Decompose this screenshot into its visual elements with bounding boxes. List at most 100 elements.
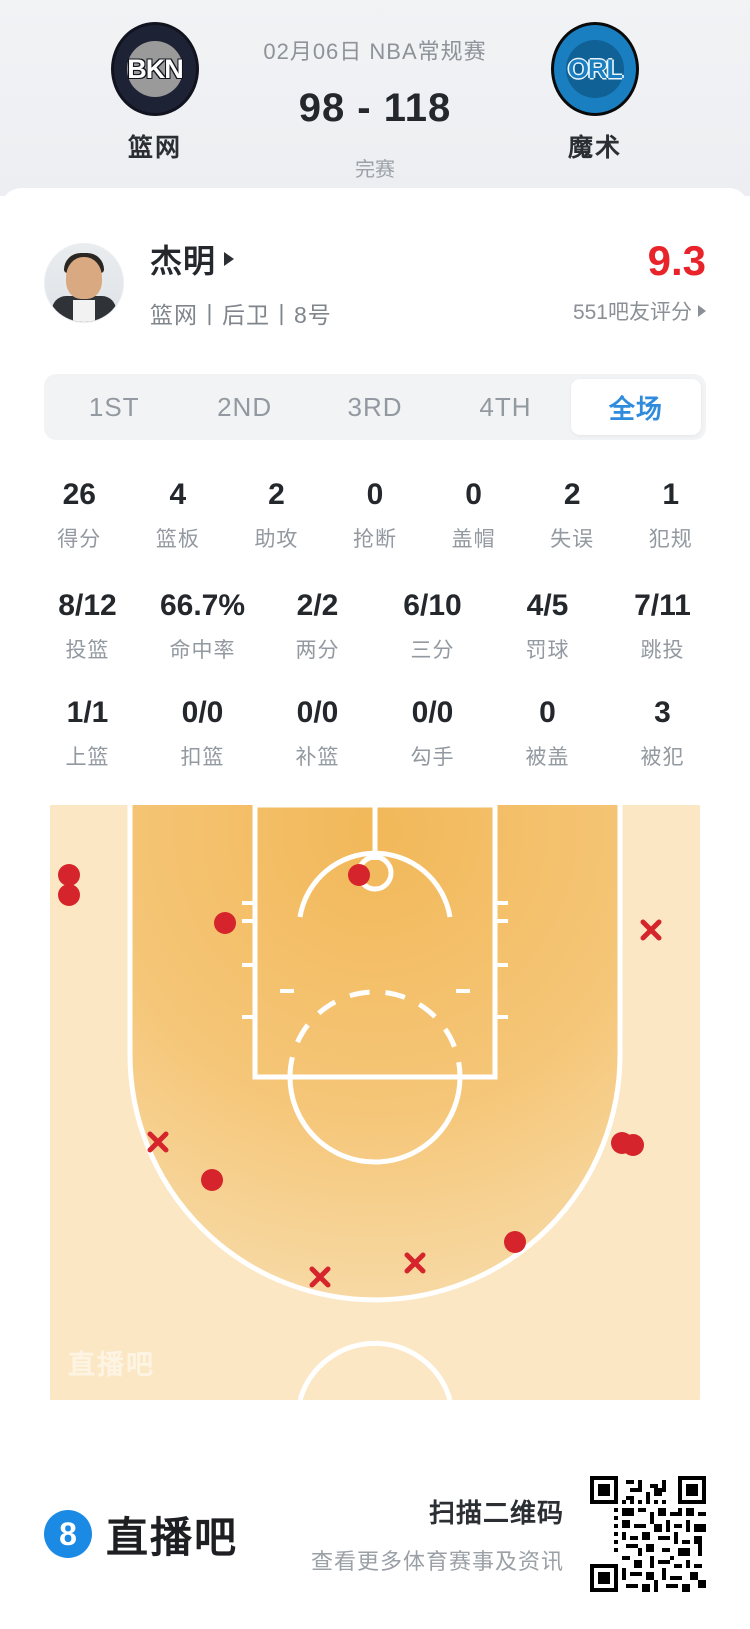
stat-hooks: 0/0 勾手: [375, 696, 490, 771]
qr-text-block: 扫描二维码 查看更多体育赛事及资讯: [311, 1493, 564, 1576]
stat-turnovers-value: 2: [563, 478, 581, 511]
missed-shot-marker: [640, 919, 662, 941]
stat-fg-percent-label: 命中率: [169, 639, 236, 662]
stat-two-points-value: 2/2: [296, 589, 339, 622]
stats-row-shooting: 8/12 投篮 66.7% 命中率 2/2 两分 6/10 三分 4/5 罚球 …: [0, 589, 750, 664]
made-shot-marker: [201, 1169, 223, 1191]
player-rating-value: 9.3: [647, 237, 706, 284]
stat-layups: 1/1 上篮: [30, 696, 145, 771]
stat-fouls-label: 犯规: [648, 528, 693, 551]
orl-team-logo-icon: ORL: [550, 22, 639, 116]
bkn-team-logo-icon: BKN: [111, 22, 199, 116]
stat-steals-value: 0: [366, 478, 384, 511]
stat-turnovers: 2 失误: [523, 478, 622, 553]
match-status: 完赛: [354, 159, 395, 181]
player-name-line[interactable]: 杰明: [150, 236, 573, 282]
tab-3rd[interactable]: 3RD: [347, 391, 403, 422]
stat-steals: 0 抢断: [326, 478, 425, 553]
tab-1st[interactable]: 1ST: [88, 391, 140, 422]
stat-putbacks-value: 0/0: [296, 696, 339, 729]
player-rating-label-row: 551吧友评分: [573, 296, 706, 326]
stat-free-throws: 4/5 罚球: [490, 589, 605, 664]
player-info: 杰明 篮网丨后卫丨8号: [150, 236, 573, 330]
stat-blocked-value: 0: [539, 696, 556, 729]
qr-code-icon[interactable]: [590, 1476, 706, 1592]
stat-points-label: 得分: [57, 528, 102, 551]
stat-points-value: 26: [62, 478, 96, 511]
made-shot-marker: [58, 864, 80, 886]
stat-rebounds-label: 篮板: [155, 528, 200, 551]
stat-jump-shots-value: 7/11: [634, 589, 691, 622]
missed-shot-markers: [147, 919, 662, 1288]
stat-jump-shots-label: 跳投: [640, 639, 685, 662]
stat-blocked-label: 被盖: [525, 746, 570, 769]
missed-shot-marker: [309, 1266, 331, 1288]
avatar-head-shape: [66, 257, 102, 299]
missed-shot-marker: [147, 1131, 169, 1153]
stat-fouls-drawn: 3 被犯: [605, 696, 720, 771]
player-stats-card: 杰明 篮网丨后卫丨8号 9.3 551吧友评分 1ST 2ND 3RD 4TH …: [0, 188, 750, 1400]
away-team-name: 魔术: [567, 134, 622, 162]
match-date: 02月06日 NBA常规赛: [263, 39, 487, 64]
chevron-right-small-icon: [698, 305, 706, 317]
stat-three-points-value: 6/10: [403, 589, 462, 622]
stat-fg-percent: 66.7% 命中率: [145, 589, 260, 664]
made-shot-marker: [348, 864, 370, 886]
home-team[interactable]: BKN 篮网: [60, 22, 250, 164]
orl-logo-inner-circle: [565, 40, 624, 98]
brand-logo[interactable]: 8 直播吧: [44, 1504, 238, 1565]
stat-points: 26 得分: [30, 478, 129, 553]
match-header: BKN 篮网 02月06日 NBA常规赛 98 - 118 完赛 ORL 魔术: [0, 0, 750, 196]
home-team-name: 篮网: [127, 134, 182, 162]
stat-rebounds-value: 4: [169, 478, 187, 511]
player-rating-box[interactable]: 9.3 551吧友评分: [573, 240, 706, 326]
made-shot-marker: [622, 1134, 644, 1156]
stat-free-throws-label: 罚球: [525, 639, 570, 662]
stat-hooks-label: 勾手: [410, 746, 455, 769]
tab-4th[interactable]: 4TH: [479, 391, 532, 422]
stat-turnovers-label: 失误: [550, 528, 595, 551]
stat-field-goals-value: 8/12: [58, 589, 117, 622]
stat-blocks-label: 盖帽: [451, 528, 496, 551]
player-meta: 篮网丨后卫丨8号: [150, 302, 332, 328]
stat-fouls-value: 1: [662, 478, 680, 511]
stat-blocks-value: 0: [465, 478, 482, 511]
qr-section: 扫描二维码 查看更多体育赛事及资讯: [311, 1476, 706, 1592]
stat-rebounds: 4 篮板: [129, 478, 228, 553]
app-footer: 8 直播吧 扫描二维码 查看更多体育赛事及资讯: [0, 1439, 750, 1629]
shot-chart[interactable]: 直播吧: [50, 805, 700, 1400]
stat-field-goals-label: 投篮: [65, 639, 110, 662]
stat-three-points-label: 三分: [410, 639, 455, 662]
stats-row-basic: 26 得分 4 篮板 2 助攻 0 抢断 0 盖帽 2 失误: [0, 478, 750, 553]
stats-row-detail: 1/1 上篮 0/0 扣篮 0/0 补篮 0/0 勾手 0 被盖 3 被犯: [0, 696, 750, 771]
orl-logo-abbr: ORL: [567, 53, 623, 84]
stat-fouls-drawn-value: 3: [654, 696, 671, 729]
tab-full-game[interactable]: 全场: [570, 379, 702, 435]
match-score: 98 - 118: [298, 86, 452, 130]
stat-blocked: 0 被盖: [490, 696, 605, 771]
stat-fg-percent-value: 66.7%: [159, 589, 246, 622]
stat-blocks: 0 盖帽: [424, 478, 523, 553]
player-summary-row[interactable]: 杰明 篮网丨后卫丨8号 9.3 551吧友评分: [0, 188, 750, 338]
brand-name: 直播吧: [106, 1513, 239, 1561]
player-name: 杰明: [150, 243, 217, 279]
stat-two-points: 2/2 两分: [260, 589, 375, 664]
made-shot-marker: [58, 884, 80, 906]
stat-dunks-label: 扣篮: [180, 746, 225, 769]
tab-2nd[interactable]: 2ND: [217, 391, 273, 422]
stat-putbacks: 0/0 补篮: [260, 696, 375, 771]
qr-subtitle: 查看更多体育赛事及资讯: [310, 1548, 564, 1574]
made-shot-marker: [214, 912, 236, 934]
period-tabs: 1ST 2ND 3RD 4TH 全场: [44, 374, 706, 440]
stat-jump-shots: 7/11 跳投: [605, 589, 720, 664]
stat-layups-label: 上篮: [65, 746, 110, 769]
away-team[interactable]: ORL 魔术: [500, 22, 690, 164]
stat-two-points-label: 两分: [295, 639, 340, 662]
missed-shot-marker: [404, 1252, 426, 1274]
stat-field-goals: 8/12 投篮: [30, 589, 145, 664]
stat-fouls: 1 犯规: [621, 478, 720, 553]
match-center-info: 02月06日 NBA常规赛 98 - 118 完赛: [263, 22, 486, 182]
bkn-logo-abbr: BKN: [127, 53, 183, 84]
stat-assists: 2 助攻: [227, 478, 326, 553]
